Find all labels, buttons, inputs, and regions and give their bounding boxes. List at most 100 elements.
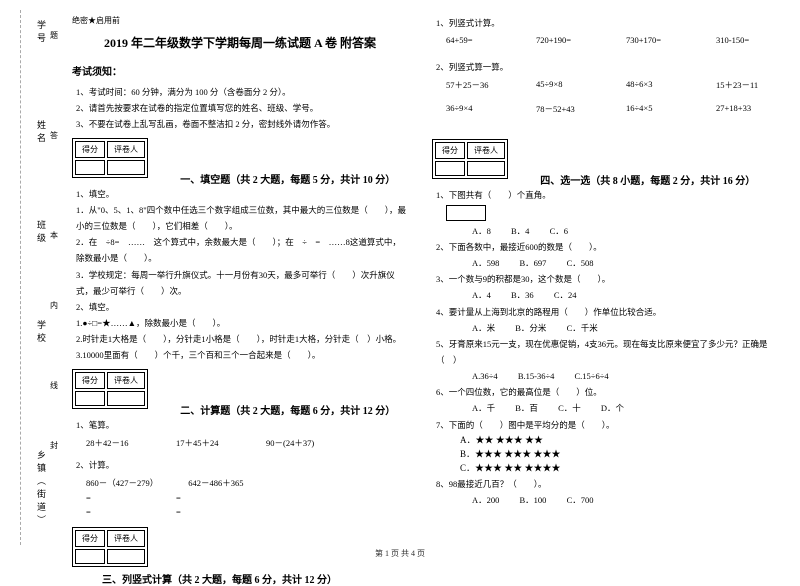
notice-head: 考试须知：: [72, 63, 408, 78]
opt: A.36÷4: [472, 371, 498, 381]
calc-row: 57＋25－36 45÷9×8 48÷6×3 15＋23－11: [446, 79, 768, 91]
expr: =: [176, 493, 236, 503]
opt: B．697: [520, 258, 547, 268]
expr: 17＋45＋24: [176, 437, 236, 449]
binding-sidebar: 学号 姓名 班级 学校 乡镇（街道） 题 答 本 内 线 封: [0, 0, 60, 565]
mc-opts: A．598 B．697 C．508: [472, 255, 768, 271]
exam-title: 2019 年二年级数学下学期每周一练试题 A 卷 附答案: [72, 34, 408, 51]
calc-row: 860－（427－279） 642－486＋365: [86, 477, 408, 489]
opt: B．4: [511, 226, 529, 236]
q2c: 3.10000里面有（ ）个千，三个百和三个一合起来是（ ）。: [76, 347, 408, 363]
secrecy-tag: 绝密★启用前: [72, 15, 408, 26]
expr: 310-150=: [716, 35, 776, 45]
opt: A．千: [472, 403, 495, 413]
expr: 64+59=: [446, 35, 506, 45]
q2b: 2.时针走1大格是（ ），分针走1小格是（ ），时针走1大格，分针走（ ）小格。: [76, 331, 408, 347]
expr: 720+190=: [536, 35, 596, 45]
label-school: 学校: [35, 320, 48, 346]
q-vert1: 1、列竖式计算。: [436, 15, 768, 31]
opt: C．千米: [567, 323, 598, 333]
seal-char: 题: [50, 30, 58, 41]
opt: C．700: [567, 495, 594, 505]
mc-q4: 4、要计量从上海到北京的路程用（ ）作单位比较合适。: [436, 304, 768, 320]
opt: A．598: [472, 258, 499, 268]
expr: 45÷9×8: [536, 79, 596, 91]
q-calc2: 2、计算。: [76, 457, 408, 473]
opt: C．6: [550, 226, 568, 236]
expr: 48÷6×3: [626, 79, 686, 91]
calc-row: 64+59= 720+190= 730+170= 310-150=: [446, 35, 768, 45]
calc-row: 36÷9×4 78－52+43 16÷4×5 27+18+33: [446, 103, 768, 115]
seal-char: 答: [50, 130, 58, 141]
q1: 1、填空。: [76, 186, 408, 202]
opt: A．4: [472, 290, 491, 300]
mc-q3: 3、一个数与9的积都是30，这个数是（ ）。: [436, 271, 768, 287]
mc-opts: A．200 B．100 C．700: [472, 492, 768, 508]
mc-opts: A．米 B．分米 C．千米: [472, 320, 768, 336]
notice-item: 3、不要在试卷上乱写乱画，卷面不整洁扣 2 分，密封线外请勿作答。: [76, 116, 408, 132]
expr: 57＋25－36: [446, 79, 506, 91]
q-vert2: 2、列竖式算一算。: [436, 59, 768, 75]
calc-row: 28＋42－16 17＋45＋24 90－(24＋37): [86, 437, 408, 449]
opt: C．24: [554, 290, 577, 300]
expr: 78－52+43: [536, 103, 596, 115]
left-column: 绝密★启用前 2019 年二年级数学下学期每周一练试题 A 卷 附答案 考试须知…: [60, 0, 420, 565]
grader-cell: 评卷人: [467, 142, 505, 159]
expr: 28＋42－16: [86, 437, 146, 449]
q2a: 1.●÷□=★……▲，除数最小是（ ）。: [76, 315, 408, 331]
seal-char: 内: [50, 300, 58, 311]
expr: 730+170=: [626, 35, 686, 45]
expr: 27+18+33: [716, 103, 776, 115]
notice-item: 1、考试时间：60 分钟，满分为 100 分（含卷面分 2 分）。: [76, 84, 408, 100]
grader-cell: 评卷人: [107, 530, 145, 547]
score-box: 得分 评卷人: [72, 138, 148, 178]
mc-opts: A．千 B．百 C．十 D．个: [472, 400, 768, 416]
expr: =: [176, 507, 236, 517]
opt: B.15-36÷4: [518, 371, 555, 381]
content-area: 绝密★启用前 2019 年二年级数学下学期每周一练试题 A 卷 附答案 考试须知…: [60, 0, 800, 565]
score-cell: 得分: [75, 530, 105, 547]
q-calc1: 1、笔算。: [76, 417, 408, 433]
score-cell: 得分: [75, 141, 105, 158]
mc-q6: 6、一个四位数，它的最高位是（ ）位。: [436, 384, 768, 400]
expr: 90－(24＋37): [266, 437, 326, 449]
opt: B．100: [520, 495, 547, 505]
opt: B．36: [511, 290, 534, 300]
expr: =: [86, 493, 146, 503]
calc-row: = =: [86, 493, 408, 503]
expr: 36÷9×4: [446, 103, 506, 115]
opt: D．个: [601, 403, 624, 413]
rectangle-figure: [446, 205, 486, 221]
score-cell: 得分: [435, 142, 465, 159]
mc-q2: 2、下面各数中，最接近600的数是（ ）。: [436, 239, 768, 255]
score-cell: 得分: [75, 372, 105, 389]
star-opt: A．★★ ★★★ ★★: [460, 433, 768, 447]
grader-cell: 评卷人: [107, 372, 145, 389]
seal-char: 本: [50, 230, 58, 241]
seal-char: 线: [50, 380, 58, 391]
notice-item: 2、请首先按要求在试卷的指定位置填写您的姓名、班级、学号。: [76, 100, 408, 116]
mc-q7: 7、下面的（ ）图中是平均分的是（ ）。: [436, 417, 768, 433]
section2-title: 二、计算题（共 2 大题，每题 6 分，共计 12 分）: [180, 402, 395, 417]
mc-q8: 8、98最接近几百？（ ）。: [436, 476, 768, 492]
calc-row: = =: [86, 507, 408, 517]
q1a: 1．从"0、5、1、8"四个数中任选三个数字组成三位数，其中最大的三位数是（ ）…: [76, 202, 408, 234]
right-column: 1、列竖式计算。 64+59= 720+190= 730+170= 310-15…: [420, 0, 780, 565]
seal-char: 封: [50, 440, 58, 451]
opt: C.15÷6÷4: [574, 371, 608, 381]
page-footer: 第 1 页 共 4 页: [0, 548, 800, 559]
expr: 860－（427－279）: [86, 477, 158, 489]
section3-title: 三、列竖式计算（共 2 大题，每题 6 分，共计 12 分）: [102, 571, 337, 586]
exam-page: 学号 姓名 班级 学校 乡镇（街道） 题 答 本 内 线 封 绝密★启用前 20…: [0, 0, 800, 565]
mc-q5: 5、牙膏原来15元一支，现在优惠促销，4支36元。现在每支比原来便宜了多少元？正…: [436, 336, 768, 368]
label-town: 乡镇（街道）: [35, 450, 48, 528]
opt: A．8: [472, 226, 491, 236]
q1b: 2．在 ÷8= …… 这个算式中，余数最大是（ ）；在 ÷ = ……8这道算式中…: [76, 234, 408, 266]
grader-cell: 评卷人: [107, 141, 145, 158]
opt: B．百: [515, 403, 538, 413]
expr: =: [86, 507, 146, 517]
score-box: 得分 评卷人: [72, 369, 148, 409]
opt: C．十: [558, 403, 581, 413]
label-class: 班级: [35, 220, 48, 246]
opt: A．200: [472, 495, 499, 505]
